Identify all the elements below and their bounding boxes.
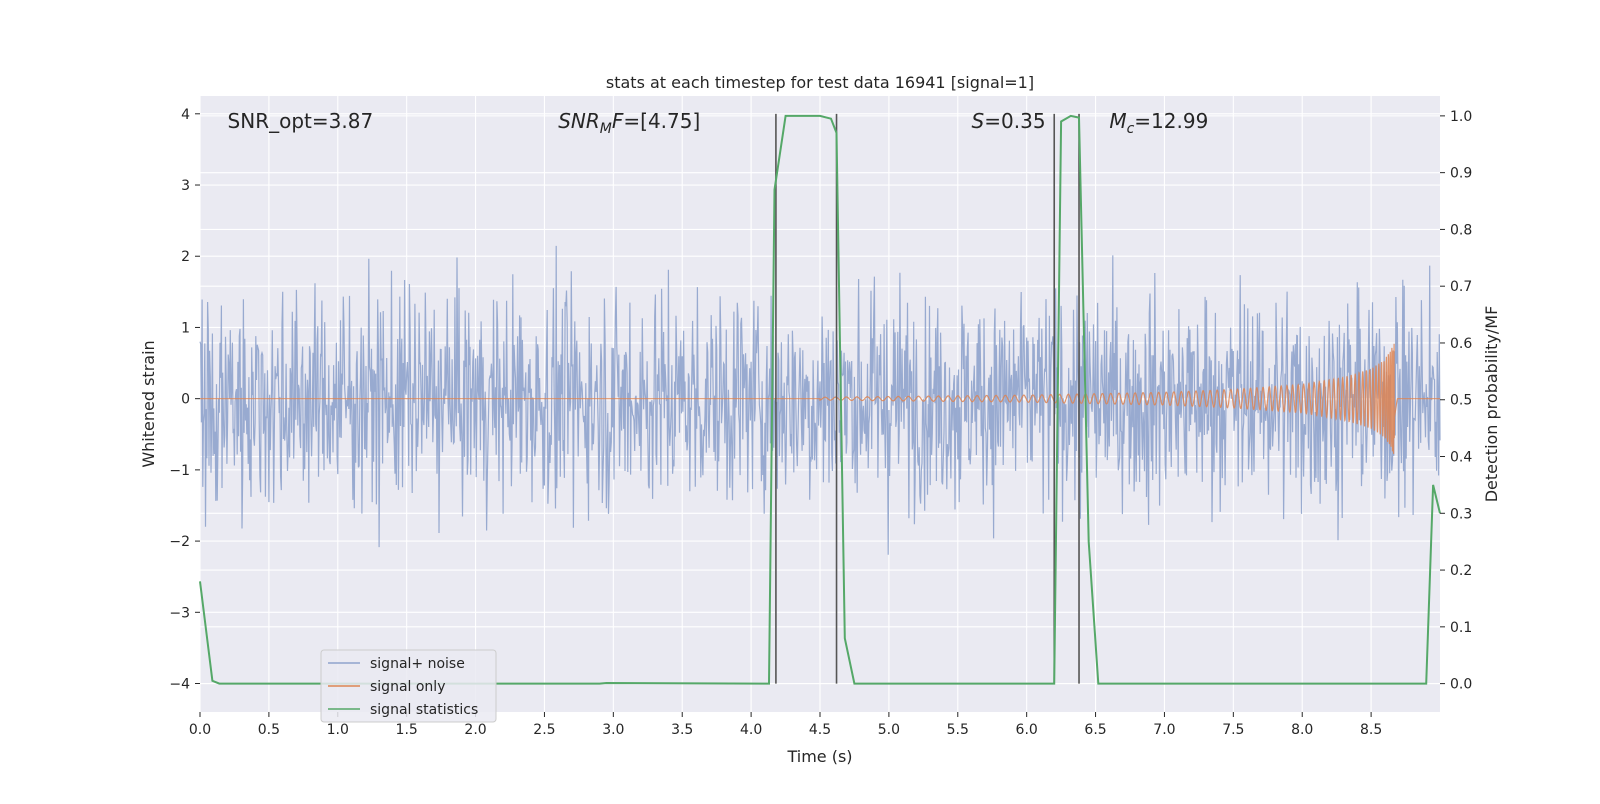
- x-tick-label: 4.5: [809, 722, 831, 738]
- y-tick-label: 1: [181, 320, 190, 336]
- x-tick-label: 3.5: [671, 722, 693, 738]
- signal-statistics-line: [199, 114, 1441, 685]
- y-axis-label: Whitened strain: [139, 340, 158, 467]
- x-tick-label: 0.0: [189, 722, 211, 738]
- y2-tick-label: 1.0: [1450, 109, 1472, 125]
- y2-tick-label: 0.0: [1450, 677, 1472, 693]
- y-tick-label: 4: [181, 107, 190, 123]
- y-tick-label: −1: [169, 463, 190, 479]
- x-axis-label: Time (s): [786, 747, 852, 766]
- x-tick-label: 2.5: [533, 722, 555, 738]
- y-tick-label: 0: [181, 392, 190, 408]
- series-signal-noise: [199, 245, 1441, 555]
- x-tick-label: 7.5: [1222, 722, 1244, 738]
- y-tick-label: −2: [169, 534, 190, 550]
- x-tick-label: 1.0: [327, 722, 349, 738]
- x-tick-label: 4.0: [740, 722, 762, 738]
- y2-tick-label: 0.9: [1450, 166, 1472, 182]
- y2-tick-label: 0.5: [1450, 393, 1472, 409]
- series-signal-statistics: [199, 114, 1441, 685]
- annotation-text: Mc=12.99: [1109, 109, 1208, 137]
- x-tick-label: 6.0: [1016, 722, 1038, 738]
- series-signal-only: [200, 343, 1440, 454]
- vertical-markers: [775, 113, 1080, 684]
- annotations: SNR_opt=3.87 SNRMF=[4.75] S=0.35 Mc=12.99: [228, 109, 1209, 137]
- x-tick-label: 5.0: [878, 722, 900, 738]
- x-tick-label: 2.0: [464, 722, 486, 738]
- legend-box: [320, 649, 497, 723]
- y2-tick-label: 0.1: [1450, 620, 1472, 636]
- annotation-text: SNR_opt=3.87: [228, 109, 374, 133]
- x-tick-label: 8.0: [1291, 722, 1313, 738]
- y2-tick-label: 0.2: [1450, 563, 1472, 579]
- x-tick-label: 0.5: [258, 722, 280, 738]
- y-tick-label: −4: [169, 677, 190, 693]
- y2-tick-label: 0.7: [1450, 279, 1472, 295]
- y-tick-label: 3: [181, 178, 190, 194]
- y2-tick-label: 0.4: [1450, 450, 1472, 466]
- signal-noise-line: [199, 245, 1441, 555]
- annotation-text: SNRMF=[4.75]: [558, 109, 700, 137]
- chart-title: stats at each timestep for test data 169…: [606, 73, 1034, 92]
- legend: signal+ noise signal only signal statist…: [320, 649, 497, 723]
- legend-label-signal-statistics: signal statistics: [370, 702, 478, 718]
- y2-tick-label: 0.3: [1450, 506, 1472, 522]
- annotation-text: S=0.35: [972, 109, 1046, 133]
- y2-tick-label: 0.8: [1450, 222, 1472, 238]
- x-tick-label: 6.5: [1084, 722, 1106, 738]
- y-tick-label: 2: [181, 249, 190, 265]
- x-tick-label: 5.5: [947, 722, 969, 738]
- ticks: 0.0 0.5 1.0 1.5 2.0 2.5 3.0 3.5 4.0 4.5 5.0 5.5 6.0 6…: [169, 107, 1472, 738]
- x-tick-label: 8.5: [1360, 722, 1382, 738]
- y2-axis-label: Detection probability/MF: [1482, 306, 1501, 503]
- x-tick-label: 3.0: [602, 722, 624, 738]
- legend-label-signal-only: signal only: [370, 679, 445, 695]
- y-tick-label: −3: [169, 605, 190, 621]
- signal-only-line: [200, 343, 1440, 454]
- x-tick-label: 1.5: [396, 722, 418, 738]
- legend-label-signal-noise: signal+ noise: [370, 656, 465, 672]
- y2-tick-label: 0.6: [1450, 336, 1472, 352]
- x-tick-label: 7.0: [1153, 722, 1175, 738]
